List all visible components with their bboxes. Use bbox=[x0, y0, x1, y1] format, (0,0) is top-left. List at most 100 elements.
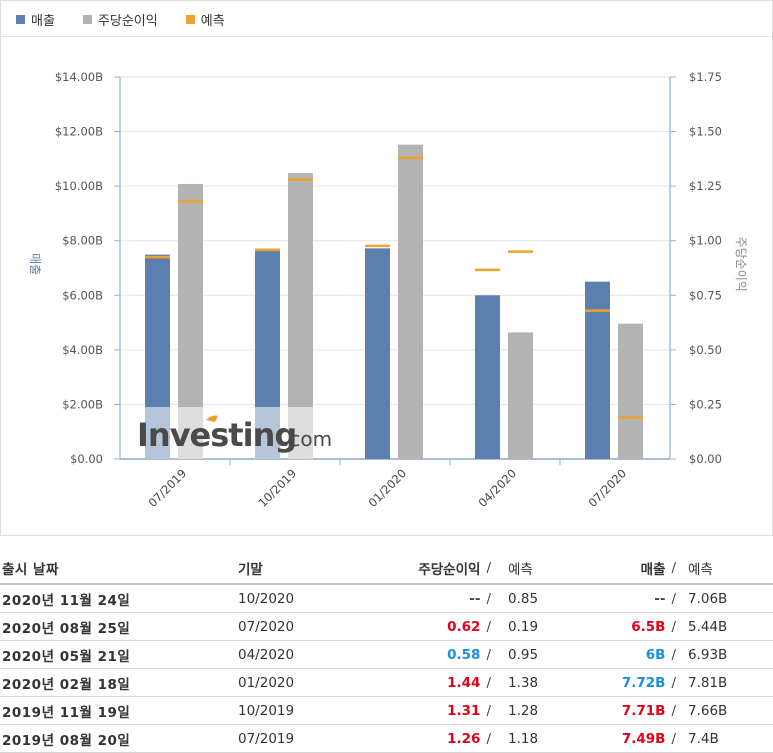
row-revenue: 7.71B / bbox=[622, 697, 676, 724]
x-tick-label: 07/2019 bbox=[145, 466, 189, 510]
row-period: 04/2020 bbox=[238, 646, 295, 663]
watermark-suffix: .com bbox=[283, 427, 332, 451]
table-row: 2019년 11월 19일 10/2019 1.31 / 1.28 7.71B / 7.66B bbox=[0, 697, 773, 725]
row-eps-value: -- bbox=[469, 590, 481, 607]
legend-swatch-forecast bbox=[185, 15, 195, 24]
eps-bar bbox=[508, 332, 533, 459]
slash: / bbox=[486, 702, 491, 719]
header-date: 출시 날짜 bbox=[2, 562, 59, 578]
revenue-bar bbox=[585, 281, 610, 459]
watermark-band bbox=[288, 407, 313, 459]
legend-item-forecast[interactable]: 예측 bbox=[185, 10, 225, 29]
row-revenue: 6B / bbox=[646, 641, 676, 668]
x-tick-label: 10/2019 bbox=[255, 466, 299, 510]
eps-bar bbox=[398, 144, 423, 459]
row-date: 2019년 08월 20일 bbox=[2, 732, 131, 749]
row-revenue: 7.49B / bbox=[622, 725, 676, 752]
revenue-bar bbox=[365, 248, 390, 459]
y-right-axis-title: 주당순이익 bbox=[734, 237, 748, 292]
slash: / bbox=[671, 590, 676, 607]
row-eps-value: 1.44 bbox=[447, 674, 481, 691]
row-revenue-value: 6B bbox=[645, 646, 666, 663]
row-revenue-forecast: 7.81B bbox=[688, 674, 728, 691]
y-left-tick-label: $14.00B bbox=[55, 70, 103, 84]
eps-bar bbox=[618, 323, 643, 459]
row-revenue-forecast: 5.44B bbox=[688, 618, 728, 635]
legend-item-eps[interactable]: 주당순이익 bbox=[82, 10, 158, 29]
y-right-tick-label: $0.75 bbox=[689, 288, 722, 302]
row-revenue-value: 6.5B bbox=[631, 618, 666, 635]
watermark-brand: Investing bbox=[137, 416, 296, 454]
row-revenue: -- / bbox=[654, 585, 676, 612]
row-eps-forecast: 0.95 bbox=[508, 646, 539, 663]
x-tick-label: 01/2020 bbox=[365, 466, 409, 510]
slash: / bbox=[486, 618, 491, 635]
y-left-tick-label: $6.00B bbox=[62, 288, 103, 302]
row-period: 10/2019 bbox=[238, 702, 295, 719]
header-eps-label: 주당순이익 bbox=[418, 562, 481, 578]
row-period: 01/2020 bbox=[238, 674, 295, 691]
slash: / bbox=[486, 646, 491, 663]
row-revenue-value: 7.49B bbox=[621, 730, 666, 747]
row-eps: 1.31 / bbox=[447, 697, 491, 724]
y-right-tick-label: $0.25 bbox=[689, 397, 722, 411]
table-row: 2020년 11월 24일 10/2020 -- / 0.85 -- / 7.06B bbox=[0, 585, 773, 613]
earnings-chart: $0.00 $0.00 $2.00B $0.25 $4.00B $0.50 $6.00B $0… bbox=[28, 70, 748, 510]
slash: / bbox=[486, 674, 491, 691]
earnings-table: 출시 날짜 기말 주당순이익 / 예측 매출 / 예측 2020년 11월 24일 1… bbox=[0, 553, 773, 753]
row-eps-forecast: 0.19 bbox=[508, 618, 539, 635]
header-period: 기말 bbox=[238, 562, 263, 578]
row-eps-forecast: 1.28 bbox=[508, 702, 539, 719]
row-revenue-forecast: 7.66B bbox=[688, 702, 728, 719]
x-tick-label: 04/2020 bbox=[475, 466, 519, 510]
y-left-tick-label: $2.00B bbox=[62, 397, 103, 411]
slash: / bbox=[486, 590, 491, 607]
row-period: 07/2020 bbox=[238, 618, 295, 635]
row-date: 2020년 05월 21일 bbox=[2, 648, 131, 665]
row-eps-value: 0.58 bbox=[447, 646, 481, 663]
row-eps: 1.26 / bbox=[447, 725, 491, 752]
y-right-tick-label: $1.75 bbox=[689, 70, 722, 84]
header-revenue: 매출 / bbox=[641, 553, 676, 583]
slash: / bbox=[671, 646, 676, 663]
row-period: 07/2019 bbox=[238, 730, 295, 747]
header-eps: 주당순이익 / bbox=[418, 553, 491, 583]
row-eps: -- / bbox=[469, 585, 491, 612]
y-left-tick-label: $8.00B bbox=[62, 234, 103, 248]
row-revenue-value: 7.71B bbox=[621, 702, 666, 719]
table-row: 2020년 05월 21일 04/2020 0.58 / 0.95 6B / 6.93B bbox=[0, 641, 773, 669]
row-date: 2019년 11월 19일 bbox=[2, 704, 131, 721]
legend-label-revenue: 매출 bbox=[31, 14, 55, 29]
row-eps: 0.58 / bbox=[447, 641, 491, 668]
row-eps: 1.44 / bbox=[447, 669, 491, 696]
row-eps: 0.62 / bbox=[447, 613, 491, 640]
slash: / bbox=[486, 730, 491, 747]
revenue-bar bbox=[475, 295, 500, 459]
legend-label-forecast: 예측 bbox=[200, 14, 225, 29]
table-row: 2020년 08월 25일 07/2020 0.62 / 0.19 6.5B / 5.44B bbox=[0, 613, 773, 641]
legend-divider bbox=[0, 36, 771, 37]
row-revenue-forecast: 7.06B bbox=[688, 590, 728, 607]
watermark-band bbox=[145, 407, 170, 459]
legend-item-revenue[interactable]: 매출 bbox=[16, 10, 55, 29]
row-eps-forecast: 1.38 bbox=[508, 674, 539, 691]
y-left-tick-label: $10.00B bbox=[55, 179, 103, 193]
row-revenue-forecast: 7.4B bbox=[688, 730, 719, 747]
slash: / bbox=[671, 702, 676, 719]
row-revenue-value: -- bbox=[654, 590, 666, 607]
slash: / bbox=[671, 674, 676, 691]
y-right-tick-label: $1.50 bbox=[689, 125, 722, 139]
y-left-tick-label: $4.00B bbox=[62, 343, 103, 357]
y-left-tick-label: $0.00 bbox=[70, 452, 103, 466]
watermark-band bbox=[255, 407, 280, 459]
row-date: 2020년 08월 25일 bbox=[2, 620, 131, 637]
row-date: 2020년 02월 18일 bbox=[2, 676, 131, 693]
slash: / bbox=[671, 730, 676, 747]
legend-label-eps: 주당순이익 bbox=[97, 14, 158, 29]
y-right-tick-label: $1.25 bbox=[689, 179, 722, 193]
row-revenue-value: 7.72B bbox=[621, 674, 666, 691]
slash: / bbox=[486, 560, 491, 576]
watermark-band bbox=[178, 407, 203, 459]
row-eps-value: 0.62 bbox=[447, 618, 481, 635]
legend-swatch-eps bbox=[82, 15, 92, 24]
